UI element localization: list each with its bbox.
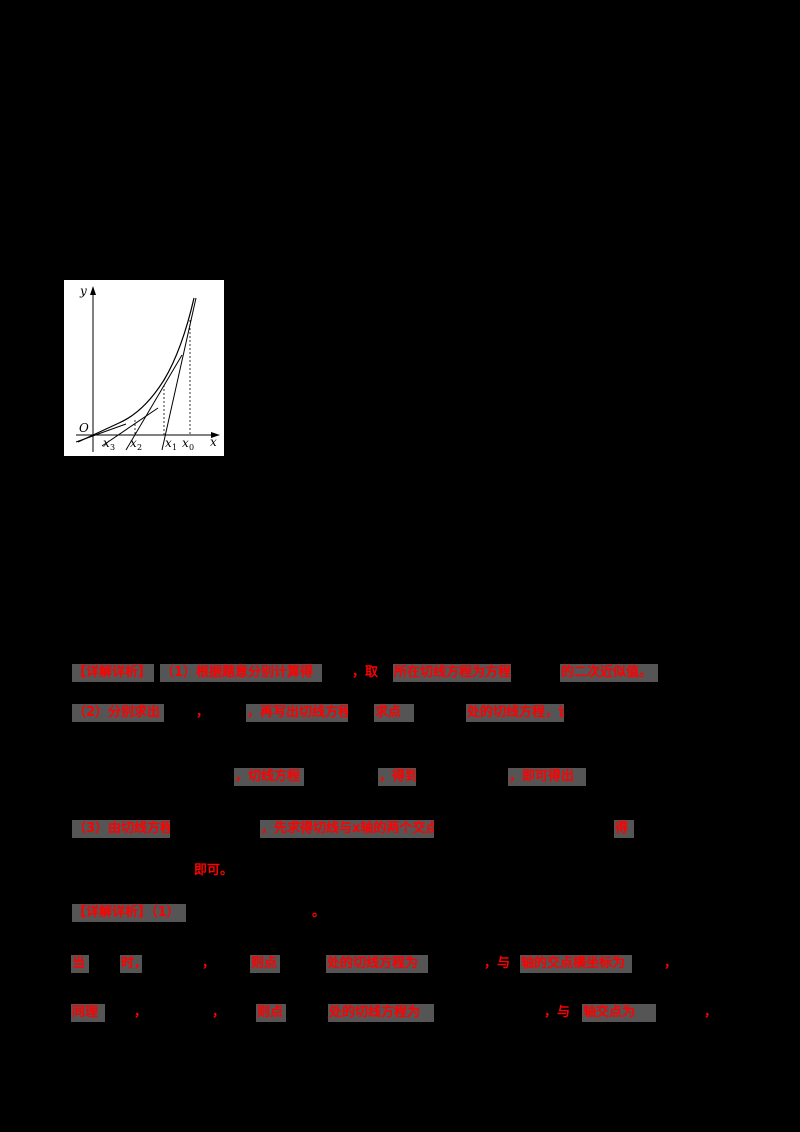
solution-text: （3）由切线方程 — [72, 820, 170, 838]
solution-var: x — [572, 1005, 581, 1020]
solution-text: ， — [134, 1005, 148, 1020]
solution-text: ，得到 — [378, 768, 416, 786]
svg-text:1: 1 — [172, 443, 177, 452]
solution-text: 同理 — [71, 1004, 105, 1022]
figure-graph: y x O x 3 x 2 x 1 x 0 — [75, 284, 220, 452]
x-axis-label: x — [210, 435, 217, 449]
solution-text: 时， — [120, 955, 142, 973]
solution-text: 即可。 — [194, 863, 234, 878]
solution-text: （1）根据题意分别计算得 — [160, 664, 322, 682]
solution-heading: 【详解详析】 — [72, 664, 154, 682]
svg-text:0: 0 — [189, 443, 194, 452]
svg-text:3: 3 — [110, 443, 115, 452]
x3-label: x — [103, 436, 110, 450]
x0-label: x — [182, 436, 189, 450]
solution-text: 轴的交点横坐标为 — [520, 955, 632, 973]
solution-text: 处的切线方程为 — [326, 955, 428, 973]
x1-label: x — [165, 436, 172, 450]
solution-text: ， — [196, 705, 210, 720]
solution-text: ， — [704, 1005, 718, 1020]
solution-var: x — [510, 956, 519, 971]
solution-text: 当 — [71, 955, 89, 973]
solution-text: 求点 — [374, 704, 414, 722]
solution-text: ，再写出切线方程 — [246, 704, 348, 722]
solution-text: 得 — [614, 820, 634, 838]
svg-text:2: 2 — [137, 443, 142, 452]
solution-text: 处的切线方程，设 — [466, 704, 564, 722]
solution-text: ，先求得切线与x轴的两个交点 — [260, 820, 434, 838]
solution-text: ，取 — [352, 665, 379, 680]
solution-text: 。 — [312, 905, 326, 920]
solution-text: ，即可得出 — [508, 768, 586, 786]
solution-text: （2）分别求出 — [72, 704, 164, 722]
solution-text: 则点 — [256, 1004, 286, 1022]
solution-text: ， — [212, 1005, 226, 1020]
solution-text: ， — [664, 956, 678, 971]
x2-label: x — [130, 436, 137, 450]
newton-method-figure: y x O x 3 x 2 x 1 x 0 — [64, 280, 224, 456]
solution-text: 则点 — [250, 955, 280, 973]
solution-heading: 【详解详析】（1） — [72, 904, 186, 922]
solution-text: 所在切线方程为方程 — [393, 664, 511, 682]
solution-text: 的二次近似值。 — [560, 664, 658, 682]
origin-label: O — [79, 421, 89, 435]
solution-text: 轴交点为 — [582, 1004, 656, 1022]
solution-text: ，与 — [544, 1005, 571, 1020]
solution-text: ，切线方程 — [234, 768, 304, 786]
solution-text: ， — [202, 956, 216, 971]
solution-text: 处的切线方程为 — [328, 1004, 434, 1022]
y-axis-label: y — [79, 284, 87, 298]
solution-text: ，与 — [484, 956, 511, 971]
